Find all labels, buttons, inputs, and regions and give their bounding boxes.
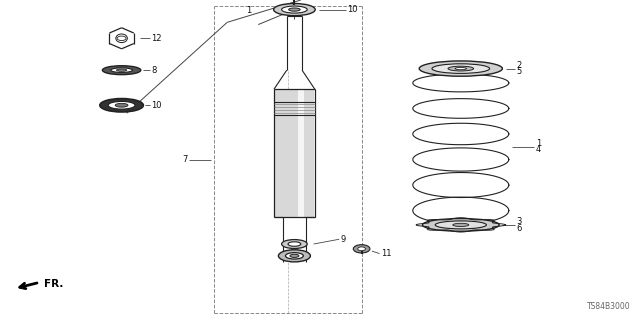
Ellipse shape: [102, 66, 141, 75]
Ellipse shape: [453, 223, 468, 226]
Ellipse shape: [282, 6, 307, 13]
Ellipse shape: [116, 34, 127, 43]
Text: 10: 10: [151, 101, 161, 110]
Text: 10: 10: [347, 5, 357, 14]
Ellipse shape: [290, 254, 299, 257]
Ellipse shape: [448, 66, 474, 71]
Text: TS84B3000: TS84B3000: [587, 302, 630, 311]
Ellipse shape: [289, 8, 300, 11]
Text: 2: 2: [516, 61, 522, 70]
Ellipse shape: [108, 101, 135, 109]
Bar: [287, 16, 302, 70]
Bar: [298, 90, 304, 217]
Ellipse shape: [455, 67, 467, 70]
Ellipse shape: [288, 242, 301, 246]
Ellipse shape: [432, 64, 490, 73]
Circle shape: [117, 36, 126, 41]
Ellipse shape: [111, 68, 132, 72]
Ellipse shape: [274, 4, 316, 16]
Circle shape: [353, 245, 370, 253]
Text: 7: 7: [182, 155, 188, 164]
Ellipse shape: [116, 69, 127, 71]
Circle shape: [358, 247, 365, 251]
Text: 1: 1: [536, 139, 541, 148]
Text: 6: 6: [516, 224, 522, 233]
Text: FR.: FR.: [44, 279, 63, 289]
Ellipse shape: [285, 253, 303, 259]
Text: 8: 8: [151, 66, 156, 75]
Text: 12: 12: [151, 34, 161, 43]
Text: 3: 3: [516, 217, 522, 226]
Ellipse shape: [422, 219, 499, 231]
Bar: [283, 217, 306, 262]
Bar: [275, 90, 314, 217]
Ellipse shape: [100, 99, 143, 112]
Ellipse shape: [282, 240, 307, 249]
Text: 4: 4: [536, 145, 541, 154]
Ellipse shape: [278, 250, 310, 262]
Text: 9: 9: [340, 235, 346, 244]
Ellipse shape: [115, 103, 128, 107]
Text: 5: 5: [516, 67, 522, 76]
Ellipse shape: [419, 61, 502, 76]
Bar: [274, 89, 315, 217]
Ellipse shape: [435, 221, 486, 229]
Text: 1: 1: [246, 6, 251, 15]
Text: 11: 11: [381, 249, 391, 258]
